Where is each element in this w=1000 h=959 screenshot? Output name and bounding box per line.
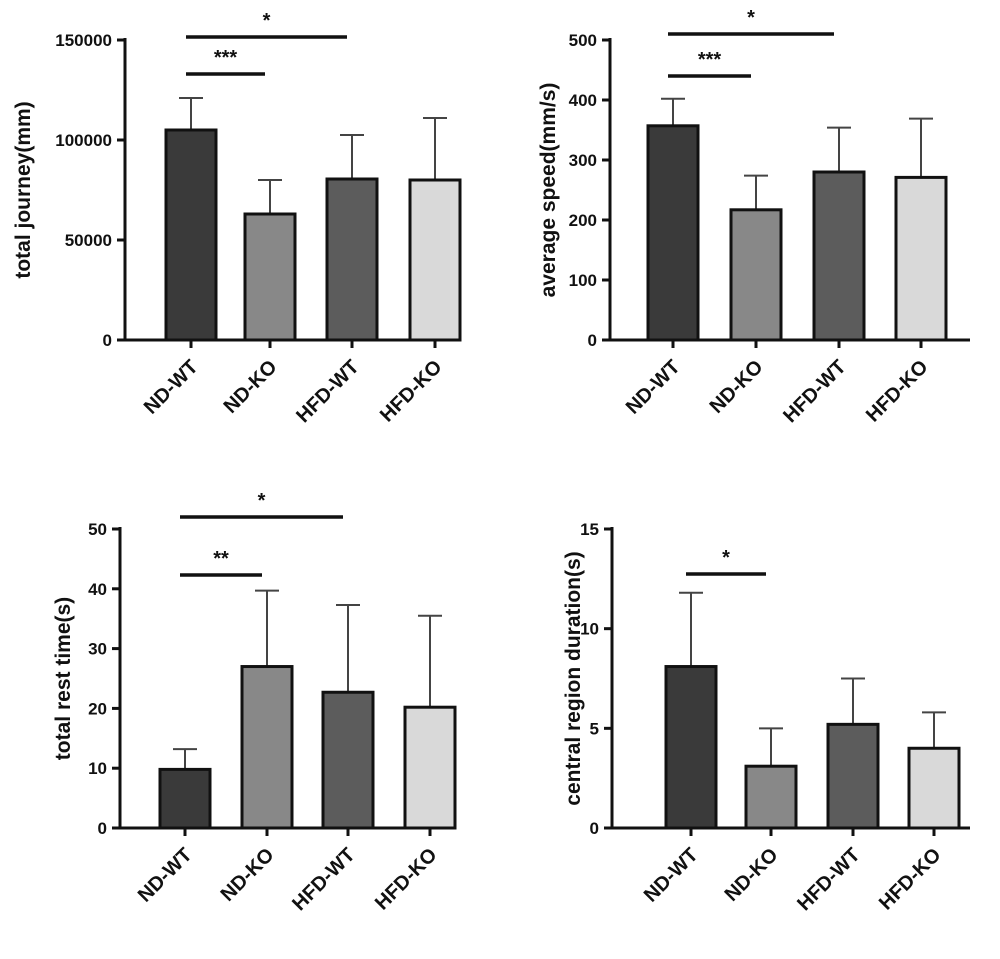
bar-nd-ko (245, 214, 295, 340)
y-tick-label: 20 (88, 699, 107, 718)
significance-label: * (263, 10, 271, 32)
y-tick-label: 200 (569, 211, 597, 230)
significance-label: * (258, 490, 266, 512)
x-tick-label-hfd-ko: HFD-KO (875, 844, 946, 915)
bar-hfd-ko (909, 748, 959, 828)
y-axis-title: average speed(mm/s) (537, 83, 560, 298)
y-tick-label: 300 (569, 151, 597, 170)
bar-hfd-wt (327, 179, 377, 340)
x-tick-label-hfd-wt: HFD-WT (793, 844, 864, 915)
x-tick-label-hfd-wt: HFD-WT (288, 844, 359, 915)
y-axis-title: total rest time(s) (52, 597, 75, 760)
x-tick-label-hfd-ko: HFD-KO (371, 844, 442, 915)
y-axis-title: total journey(mm) (12, 101, 35, 278)
chart-panel-3: 0 10 20 30 40 50 ND-WT ND-KOHFD-WTHFD-KO total r… (52, 490, 455, 915)
significance-label: ** (213, 548, 229, 570)
y-tick-label: 0 (590, 819, 599, 838)
x-tick-label-hfd-wt: HFD-WT (779, 356, 850, 427)
y-tick-label: 0 (588, 331, 597, 350)
significance-label: * (747, 7, 755, 29)
bar-hfd-wt (828, 724, 878, 828)
chart-panel-2: 0 100 200 300 400 500 ND-WT ND-KOHFD-WTHFD-KO av… (537, 7, 970, 427)
x-tick-label-nd-ko: ND-KO (721, 844, 783, 906)
significance-label: *** (214, 47, 238, 69)
x-tick-label-nd-ko: ND-KO (217, 844, 279, 906)
bar-nd-wt (166, 130, 216, 340)
bar-hfd-ko (405, 707, 455, 828)
x-tick-label-nd-wt: ND-WT (622, 356, 685, 419)
bar-nd-wt (160, 769, 210, 828)
x-tick-label-hfd-ko: HFD-KO (862, 356, 933, 427)
y-tick-label: 100 (569, 271, 597, 290)
chart-panel-1: 0 50000 100000 150000 ND-WT ND-KOHFD-WTHFD-KO… (12, 10, 460, 427)
bar-nd-wt (666, 667, 716, 828)
y-tick-label: 0 (98, 819, 107, 838)
y-tick-label: 0 (103, 331, 112, 350)
y-tick-label: 50 (88, 520, 107, 539)
x-tick-label-nd-ko: ND-KO (220, 356, 282, 418)
y-tick-label: 10 (88, 759, 107, 778)
bar-hfd-ko (896, 177, 946, 340)
y-axis-title: central region duration(s) (562, 551, 585, 805)
y-tick-label: 50000 (65, 231, 112, 250)
bar-nd-ko (746, 766, 796, 828)
y-tick-label: 100000 (55, 131, 112, 150)
bar-nd-ko (731, 210, 781, 340)
bar-nd-ko (242, 667, 292, 828)
bar-nd-wt (648, 126, 698, 340)
x-tick-label-hfd-ko: HFD-KO (376, 356, 447, 427)
x-tick-label-nd-wt: ND-WT (134, 844, 197, 907)
x-tick-label-hfd-wt: HFD-WT (292, 356, 363, 427)
x-tick-label-nd-wt: ND-WT (640, 844, 703, 907)
x-tick-label-nd-ko: ND-KO (706, 356, 768, 418)
significance-label: *** (698, 49, 722, 71)
y-tick-label: 15 (580, 520, 599, 539)
y-tick-label: 40 (88, 580, 107, 599)
y-tick-label: 150000 (55, 31, 112, 50)
chart-panel-4: 051015ND-WTND-KOHFD-WTHFD-KOcentral regi… (562, 520, 970, 915)
bar-hfd-wt (814, 172, 864, 340)
significance-label: * (722, 547, 730, 569)
bar-hfd-wt (323, 692, 373, 828)
y-tick-label: 500 (569, 31, 597, 50)
y-tick-label: 5 (590, 719, 599, 738)
y-tick-label: 30 (88, 640, 107, 659)
bar-hfd-ko (410, 180, 460, 340)
y-tick-label: 400 (569, 91, 597, 110)
x-tick-label-nd-wt: ND-WT (140, 356, 203, 419)
